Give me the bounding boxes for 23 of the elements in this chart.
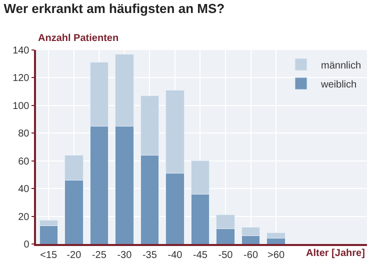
x-tick-label: <15 [40,250,58,261]
y-tick-label: 40 [18,184,30,196]
y-tick-label: 20 [18,212,30,223]
y-tick-label: 140 [12,46,30,56]
x-tick-label: -50 [218,250,234,261]
legend-label: weiblich [320,79,357,90]
x-tick-label: >60 [268,250,285,261]
x-tick-label: -60 [244,250,258,261]
y-tick-label: 60 [18,156,30,168]
chart-title: Wer erkrankt am häufigsten an MS? [4,1,225,16]
y-tick-label: 100 [12,100,30,112]
x-tick-label: -45 [193,250,208,261]
y-axis-title: Anzahl Patienten [38,33,119,44]
x-tick-label: -35 [142,250,158,261]
x-tick-label: -25 [92,250,107,261]
y-tick-label: 80 [18,128,30,140]
y-tick-label: 0 [24,240,30,250]
x-axis-title: Alter [Jahre] [306,248,365,259]
y-tick-label: 120 [12,73,30,84]
x-tick-label: -30 [117,250,132,261]
x-tick-label: -20 [66,250,82,261]
x-tick-label: -40 [168,250,183,261]
legend-label: männlich [321,60,362,72]
